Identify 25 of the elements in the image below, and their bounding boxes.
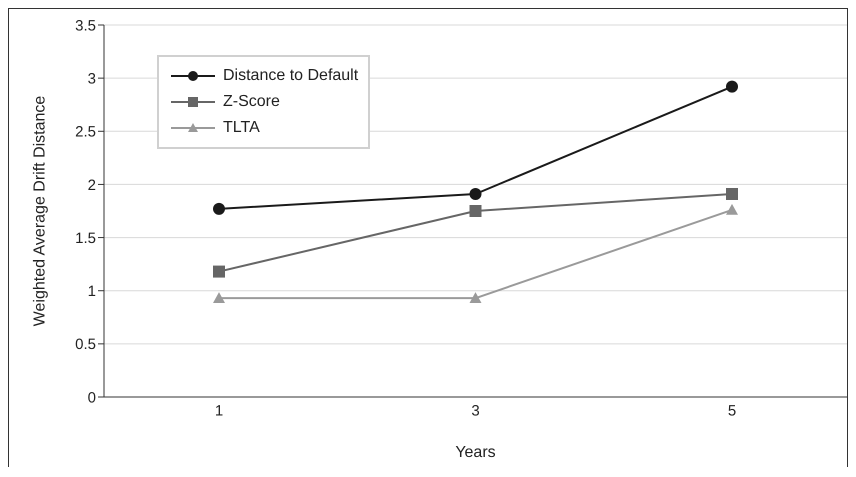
point (726, 80, 738, 93)
x-axis-title: Years (455, 444, 496, 461)
y-tick-label: 1.5 (75, 230, 96, 247)
y-tick-label: 1 (88, 283, 96, 300)
y-tick-label: 3.5 (75, 17, 96, 34)
legend-label: Z-Score (223, 93, 280, 111)
y-tick-label: 0 (88, 389, 96, 406)
point (470, 292, 482, 303)
x-tick-label: 1 (214, 402, 224, 420)
point (213, 266, 225, 278)
point (726, 204, 738, 215)
legend-label: TLTA (223, 119, 260, 137)
legend-label: Distance to Default (223, 67, 358, 85)
point (470, 188, 482, 200)
point (726, 188, 738, 200)
y-tick-label: 2 (88, 176, 96, 194)
x-tick-label: 3 (471, 402, 480, 420)
point (213, 292, 225, 303)
x-tick-label: 5 (728, 402, 736, 420)
y-tick-label: 2.5 (75, 124, 96, 141)
point (213, 202, 225, 215)
y-tick-label: 3 (88, 70, 96, 88)
y-tick-label: 0.5 (75, 336, 96, 354)
point (470, 205, 482, 217)
y-axis-title: Weighted Average Drift Distance (32, 96, 49, 326)
